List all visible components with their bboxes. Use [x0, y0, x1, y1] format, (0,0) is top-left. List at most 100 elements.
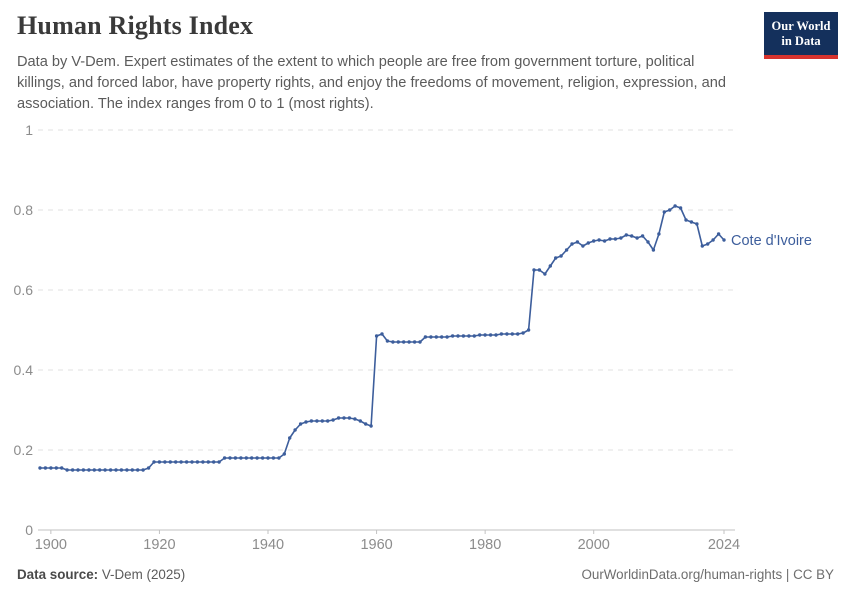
data-point-marker: [657, 232, 661, 236]
data-point-marker: [418, 340, 422, 344]
data-point-marker: [342, 416, 346, 420]
data-point-marker: [722, 238, 726, 242]
data-point-marker: [467, 334, 471, 338]
y-axis-tick-label: 1: [25, 122, 33, 138]
data-point-marker: [434, 335, 438, 339]
data-point-marker: [157, 460, 162, 464]
data-point-marker: [689, 220, 694, 224]
data-point-marker: [499, 332, 504, 336]
data-point-marker: [92, 468, 97, 472]
data-point-marker: [494, 333, 498, 337]
y-axis-tick-label: 0.8: [14, 202, 34, 218]
series-line[interactable]: [39, 205, 725, 471]
data-point-marker: [472, 334, 476, 338]
data-point-marker: [282, 452, 286, 456]
data-point-marker: [407, 340, 411, 344]
data-point-marker: [646, 240, 650, 244]
data-point-marker: [141, 468, 145, 472]
data-point-marker: [358, 419, 362, 423]
data-point-marker: [586, 241, 590, 245]
data-point-marker: [298, 422, 303, 426]
data-point-marker: [575, 240, 580, 244]
data-point-marker: [125, 468, 129, 472]
data-point-marker: [385, 339, 390, 343]
data-point-marker: [619, 236, 623, 240]
data-point-marker: [602, 239, 607, 243]
data-point-marker: [206, 460, 210, 464]
data-point-marker: [554, 256, 558, 260]
entity-label[interactable]: Cote d'Ivoire: [731, 233, 812, 249]
data-point-marker: [49, 466, 53, 470]
data-point-marker: [412, 340, 417, 344]
data-point-marker: [179, 460, 183, 464]
owid-credit-link[interactable]: OurWorldinData.org/human-rights | CC BY: [581, 567, 834, 582]
chart-footer: Data source: V-Dem (2025) OurWorldinData…: [0, 567, 850, 591]
data-point-marker: [38, 466, 42, 470]
data-point-marker: [65, 468, 69, 472]
data-point-marker: [228, 456, 232, 460]
data-point-marker: [640, 234, 645, 238]
data-point-marker: [374, 334, 379, 338]
data-point-marker: [537, 268, 542, 272]
data-point-marker: [212, 460, 216, 464]
data-point-marker: [402, 340, 406, 344]
data-point-marker: [695, 222, 699, 226]
data-point-marker: [277, 456, 281, 460]
data-point-marker: [510, 332, 514, 336]
owid-logo[interactable]: Our World in Data: [764, 12, 838, 59]
y-axis-tick-label: 0.2: [14, 442, 34, 458]
data-point-marker: [260, 456, 265, 460]
data-point-marker: [526, 328, 531, 332]
data-point-marker: [244, 456, 248, 460]
chart-subtitle: Data by V-Dem. Expert estimates of the e…: [17, 54, 727, 112]
data-point-marker: [478, 333, 482, 337]
data-point-marker: [613, 237, 618, 241]
data-source-note: Data source: V-Dem (2025): [17, 567, 185, 582]
data-point-marker: [678, 206, 683, 210]
data-point-marker: [716, 232, 721, 236]
data-point-marker: [136, 468, 140, 472]
data-point-marker: [581, 244, 585, 248]
data-point-marker: [108, 468, 113, 472]
data-point-marker: [597, 238, 601, 242]
data-point-marker: [331, 418, 335, 422]
data-point-marker: [706, 242, 710, 246]
data-point-marker: [635, 236, 639, 240]
data-point-marker: [630, 234, 634, 238]
data-point-marker: [103, 468, 107, 472]
data-point-marker: [564, 248, 569, 252]
owid-logo-line1: Our World: [771, 19, 831, 33]
data-point-marker: [233, 456, 238, 460]
data-point-marker: [271, 456, 276, 460]
data-point-marker: [293, 428, 297, 432]
data-point-marker: [326, 419, 330, 423]
data-point-marker: [483, 333, 487, 337]
data-point-marker: [239, 456, 243, 460]
data-point-marker: [711, 238, 715, 242]
data-point-marker: [380, 332, 384, 336]
data-source-label: Data source:: [17, 567, 99, 582]
data-point-marker: [76, 468, 80, 472]
data-point-marker: [152, 460, 156, 464]
data-point-marker: [60, 466, 64, 470]
data-point-marker: [684, 218, 688, 222]
data-point-marker: [70, 468, 75, 472]
data-point-marker: [266, 456, 270, 460]
data-point-marker: [114, 468, 118, 472]
data-point-marker: [624, 233, 628, 237]
data-point-marker: [304, 420, 308, 424]
data-point-marker: [168, 460, 172, 464]
data-point-marker: [320, 419, 324, 423]
data-point-marker: [488, 333, 493, 337]
data-point-marker: [336, 416, 341, 420]
data-point-marker: [364, 422, 368, 426]
x-axis-tick-label: 1980: [469, 537, 501, 553]
data-point-marker: [505, 332, 509, 336]
data-point-marker: [43, 466, 48, 470]
data-point-marker: [456, 334, 460, 338]
y-axis-tick-label: 0.6: [14, 282, 34, 298]
data-point-marker: [440, 335, 444, 339]
data-point-marker: [163, 460, 167, 464]
